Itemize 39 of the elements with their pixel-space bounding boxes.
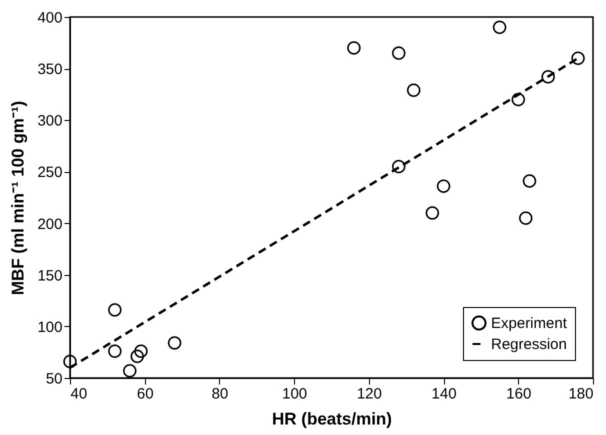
legend-label: Experiment bbox=[491, 315, 568, 332]
y-tick-label: 150 bbox=[37, 267, 62, 284]
point bbox=[168, 336, 182, 350]
x-axis-title: HR (beats/min) bbox=[272, 410, 392, 428]
point bbox=[436, 179, 450, 193]
x-tick-label: 180 bbox=[568, 386, 594, 402]
y-tick-label: 100 bbox=[37, 318, 62, 336]
point bbox=[134, 344, 148, 358]
point bbox=[108, 344, 122, 358]
point bbox=[522, 174, 536, 188]
x-tick-label: 160 bbox=[506, 386, 532, 402]
x-tick-label: 100 bbox=[282, 386, 308, 402]
y-tick-label: 300 bbox=[37, 112, 62, 130]
x-tick-label: 40 bbox=[70, 386, 88, 402]
point bbox=[571, 52, 585, 65]
point bbox=[392, 46, 406, 60]
point bbox=[123, 364, 136, 378]
y-tick-label: 200 bbox=[37, 216, 62, 233]
y-tick-label: 250 bbox=[37, 164, 62, 182]
point bbox=[541, 70, 555, 84]
y-tick-label: 350 bbox=[37, 61, 62, 78]
point bbox=[130, 350, 144, 364]
point bbox=[519, 211, 532, 225]
y-axis-title: MBF (ml min⁻¹ 100 gm⁻¹) bbox=[8, 100, 28, 296]
x-tick-label: 60 bbox=[136, 386, 154, 402]
point bbox=[347, 41, 361, 55]
point bbox=[108, 303, 122, 317]
x-tick-label: 80 bbox=[212, 386, 228, 402]
point bbox=[426, 206, 440, 220]
x-tick-label: 140 bbox=[432, 386, 457, 402]
legend-label: Regression bbox=[491, 336, 567, 353]
x-tick-label: 120 bbox=[356, 386, 382, 402]
y-tick-label: 400 bbox=[37, 10, 62, 26]
point bbox=[392, 160, 406, 174]
y-tick-label: 50 bbox=[46, 370, 62, 388]
point bbox=[492, 20, 506, 34]
point bbox=[406, 84, 420, 97]
point bbox=[63, 354, 77, 368]
point bbox=[512, 92, 525, 106]
